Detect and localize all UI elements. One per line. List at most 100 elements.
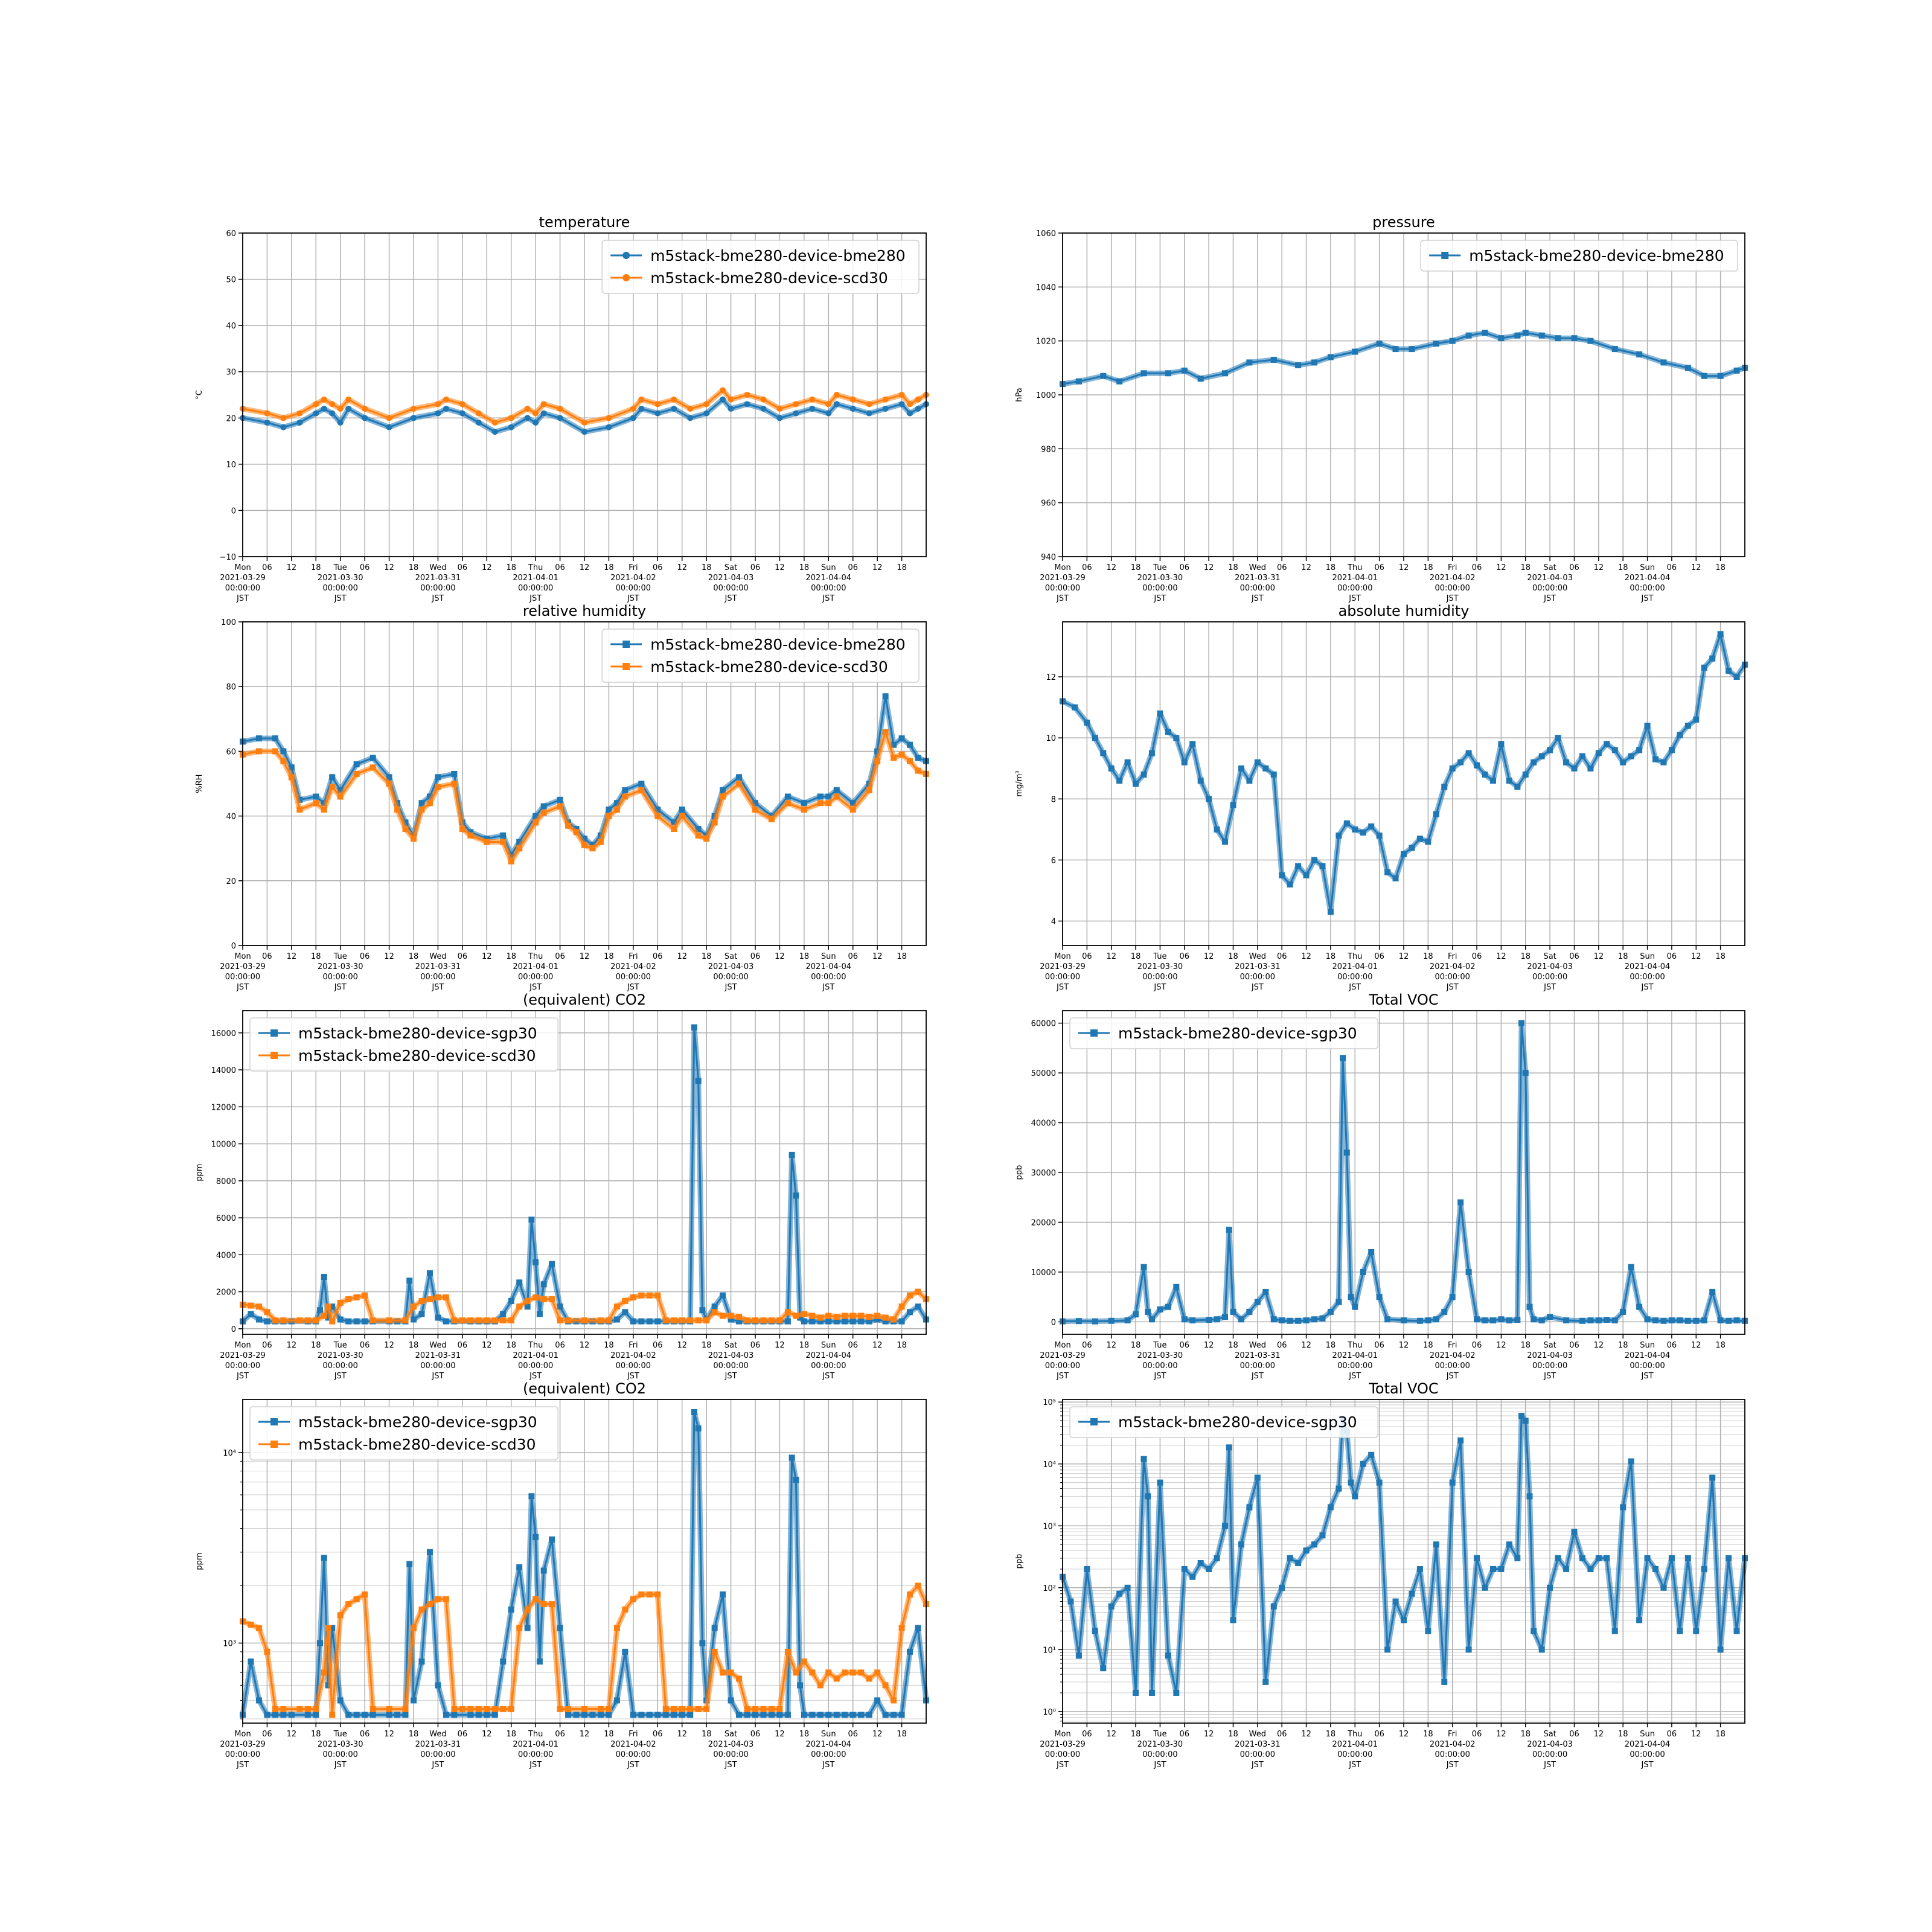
data-point: [1214, 1555, 1220, 1561]
data-point: [581, 836, 587, 842]
x-tick-label: 06: [653, 1730, 663, 1739]
data-point: [536, 1659, 543, 1665]
data-point: [533, 1596, 539, 1602]
data-point: [915, 767, 921, 774]
data-point: [329, 1712, 336, 1718]
x-tick-date-label: 00:00:00: [420, 973, 455, 982]
series-1: [1060, 1412, 1748, 1696]
data-point: [1693, 1628, 1700, 1634]
series-line: [242, 389, 927, 424]
data-point: [597, 1317, 604, 1324]
data-point: [1514, 1555, 1521, 1561]
y-tick-label: 30: [226, 368, 236, 377]
data-point: [1246, 359, 1253, 366]
data-point: [345, 1601, 352, 1608]
data-point: [882, 729, 889, 735]
x-tick-date-label: JST: [1446, 983, 1459, 992]
data-point: [1531, 1628, 1537, 1634]
data-point: [687, 415, 694, 421]
data-point: [1311, 1316, 1318, 1323]
data-point: [728, 1697, 734, 1704]
data-point: [1684, 365, 1691, 371]
data-point: [646, 1712, 653, 1718]
data-point: [720, 1292, 726, 1299]
data-point: [654, 813, 661, 819]
x-tick-label: 06: [262, 1730, 272, 1739]
x-tick-label: 12: [1399, 1730, 1409, 1739]
data-point: [671, 396, 677, 403]
data-point: [1327, 354, 1334, 360]
legend-box: [601, 240, 920, 294]
x-tick-label: 18: [409, 952, 419, 961]
data-point: [540, 1601, 547, 1608]
data-point: [825, 1313, 832, 1319]
x-tick-label: 18: [702, 563, 712, 572]
data-point: [491, 1712, 498, 1718]
data-point: [1376, 341, 1383, 347]
x-tick-date-label: 00:00:00: [1142, 1361, 1177, 1371]
data-point: [411, 836, 417, 842]
legend-box: [249, 1406, 558, 1460]
x-tick-date-label: JST: [1153, 594, 1166, 603]
data-point: [325, 1303, 331, 1310]
legend-marker: [270, 1029, 278, 1037]
data-point: [484, 1712, 490, 1718]
data-point: [451, 770, 458, 777]
x-tick-date-label: JST: [1251, 1761, 1264, 1770]
data-point: [833, 793, 840, 800]
data-point: [313, 410, 319, 417]
data-point: [776, 405, 783, 412]
data-point: [1701, 373, 1707, 379]
x-tick-date-label: 2021-04-01: [1332, 1740, 1378, 1749]
data-point: [1433, 811, 1439, 817]
data-point: [255, 735, 262, 741]
data-point: [418, 1659, 425, 1665]
y-tick-label: 2000: [216, 1288, 236, 1297]
x-tick-label: 12: [482, 952, 492, 961]
data-point: [687, 405, 694, 412]
data-point: [1409, 346, 1415, 353]
data-point: [435, 774, 441, 781]
x-tick-label: 12: [287, 563, 297, 572]
data-point: [1319, 1315, 1326, 1322]
data-point: [1563, 759, 1570, 766]
data-point: [833, 1675, 840, 1682]
data-point: [809, 1313, 816, 1319]
data-point: [1620, 1308, 1627, 1315]
data-point: [768, 1317, 775, 1324]
data-point: [1133, 1311, 1139, 1318]
data-point: [891, 1316, 897, 1323]
x-tick-label: 12: [1496, 1730, 1506, 1739]
x-tick-date-label: JST: [1056, 983, 1069, 992]
data-point: [638, 1591, 645, 1598]
data-point: [484, 1317, 490, 1324]
x-tick-date-label: 00:00:00: [1435, 1750, 1470, 1759]
data-point: [540, 1296, 547, 1302]
x-tick-date-label: JST: [1348, 983, 1361, 992]
x-tick-label: 06: [653, 563, 663, 572]
data-point: [280, 1317, 287, 1324]
x-tick-label: 18: [311, 1730, 321, 1739]
data-point: [1116, 777, 1123, 784]
data-point: [606, 424, 612, 430]
data-point: [679, 1712, 685, 1718]
x-tick-date-label: 2021-04-04: [806, 1351, 852, 1360]
chart-title: (equivalent) CO2: [523, 991, 646, 1008]
data-point: [1457, 759, 1464, 766]
data-point: [296, 1317, 303, 1324]
data-point: [679, 1317, 685, 1324]
data-point: [744, 1706, 750, 1712]
x-tick-label: 12: [482, 563, 492, 572]
data-point: [533, 1259, 539, 1265]
data-point: [426, 1296, 433, 1302]
data-point: [459, 410, 465, 417]
x-tick-label: 18: [897, 1730, 907, 1739]
data-point: [849, 405, 856, 412]
data-point: [1133, 781, 1139, 787]
data-point: [1457, 1199, 1464, 1206]
data-point: [1587, 337, 1594, 344]
data-point: [1684, 722, 1691, 729]
data-point: [1075, 378, 1082, 385]
data-point: [882, 693, 889, 700]
